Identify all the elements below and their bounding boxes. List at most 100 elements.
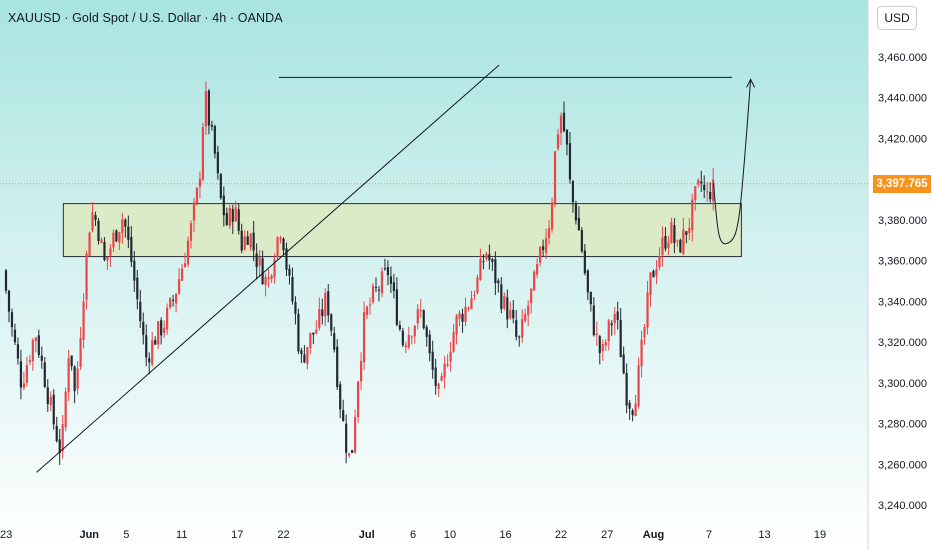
candle-body-7 [25,365,28,384]
candle-body-163 [491,259,494,262]
candle-body-223 [670,222,673,243]
candle-body-44 [136,277,139,300]
candle-body-221 [664,236,667,249]
candle-body-75 [228,208,231,226]
candle-body-204 [613,313,616,324]
candle-body-59 [180,268,184,281]
candle-body-159 [479,258,482,280]
x-tick-label: 22 [555,529,567,541]
candle-body-88 [267,277,270,280]
candle-body-90 [273,259,276,278]
candle-body-216 [649,272,652,296]
currency-button[interactable]: USD [877,6,917,30]
candle-body-207 [622,354,625,374]
candle-body-177 [533,271,536,291]
candle-body-74 [225,213,228,225]
candle-body-37 [115,230,118,242]
candle-body-155 [467,307,470,310]
candle-body-189 [568,143,572,180]
candle-body-1 [7,290,11,312]
candle-body-91 [276,237,279,257]
candle-body-161 [485,253,488,259]
candle-body-13 [43,362,46,387]
candle-body-112 [339,384,342,410]
candle-body-218 [655,269,658,276]
candle-body-149 [449,351,452,362]
candle-body-219 [658,256,661,268]
candle-body-144 [434,367,437,387]
candle-body-33 [103,242,106,261]
candle-body-100 [303,354,306,363]
y-tick-label: 3,440.000 [878,93,927,105]
candle-body-229 [688,227,691,234]
candle-body-193 [580,230,583,252]
candle-body-102 [309,332,312,349]
candle-body-55 [169,298,172,308]
candle-body-63 [192,202,196,221]
candle-body-151 [455,315,458,335]
candle-body-202 [607,320,610,342]
projection-arrow-head [746,78,756,88]
candle-body-183 [550,202,554,230]
candle-body-142 [428,334,431,354]
candle-body-108 [327,291,330,316]
candle-body-46 [142,321,145,335]
candle-body-113 [342,410,345,421]
candle-body-93 [282,238,285,251]
candle-body-180 [541,246,545,251]
candle-body-134 [404,345,407,348]
candle-body-70 [213,126,216,154]
candle-body-29 [91,212,94,231]
x-tick-label: 23 [0,529,12,541]
candle-body-222 [667,242,670,249]
candle-body-54 [166,307,169,330]
candle-body-127 [383,268,387,270]
candle-body-41 [127,226,130,240]
candle-body-117 [354,416,357,453]
candle-body-48 [148,358,151,363]
candle-body-192 [577,217,581,231]
x-tick-label: 22 [277,529,289,541]
candle-body-38 [118,232,121,243]
candle-body-176 [530,288,533,304]
y-tick-label: 3,240.000 [878,500,927,512]
candle-body-21 [67,358,70,393]
y-tick-label: 3,320.000 [878,337,927,349]
candle-body-87 [264,276,267,285]
candle-body-173 [521,319,524,338]
candle-body-106 [321,309,324,316]
candle-body-110 [333,333,336,350]
candle-body-31 [97,220,100,241]
candle-body-9 [31,340,34,362]
candle-body-97 [294,301,297,314]
candle-body-104 [315,329,318,334]
candle-body-128 [386,267,390,276]
candle-body-166 [500,284,503,310]
candle-body-80 [243,236,246,250]
candle-body-232 [697,180,700,185]
candle-body-143 [431,351,434,370]
candle-body-169 [509,309,512,319]
candle-body-5 [19,361,23,388]
candle-body-11 [37,335,40,356]
candle-body-199 [598,336,601,354]
candle-body-60 [183,263,187,268]
x-tick-label: 7 [706,529,712,541]
candle-body-42 [130,236,133,262]
x-tick-label: 13 [758,529,770,541]
x-tick-label: Jun [79,529,99,541]
candle-body-164 [494,259,497,284]
candle-body-217 [652,270,655,278]
candle-body-23 [73,366,76,392]
candle-body-208 [625,372,628,406]
candle-body-152 [458,312,461,319]
candle-body-35 [109,248,112,256]
y-tick-label: 3,420.000 [878,133,927,145]
candle-body-58 [177,279,181,294]
candle-body-209 [628,402,631,409]
candle-body-133 [401,330,404,346]
candle-body-18 [58,439,61,454]
candle-body-226 [679,239,682,253]
candle-body-188 [565,129,569,145]
